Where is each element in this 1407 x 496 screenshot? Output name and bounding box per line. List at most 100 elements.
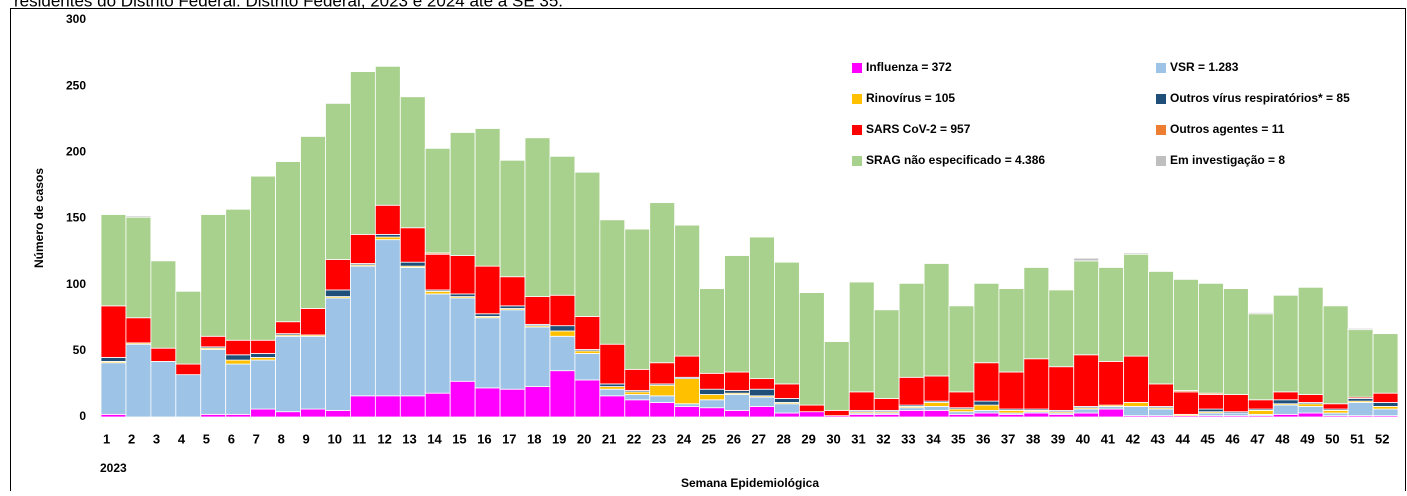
bar-segment: [973, 412, 1000, 418]
bar-segment: [1098, 361, 1125, 406]
x-tick-label: 26: [727, 431, 741, 446]
bar-segment: [350, 395, 376, 418]
bar-segment: [674, 406, 701, 418]
bar-segment: [749, 388, 775, 397]
bar-segment: [699, 388, 725, 395]
bar-segment: [923, 406, 950, 411]
bar-segment: [424, 253, 451, 291]
legend-label: Influenza = 372: [866, 60, 952, 74]
bar-segment: [1322, 305, 1349, 405]
bar-segment: [1272, 294, 1299, 393]
bar-segment: [300, 335, 326, 410]
y-tick-label: 300: [66, 12, 86, 26]
bar-segment: [574, 353, 601, 381]
y-tick-label: 50: [73, 343, 87, 357]
x-tick-label: 11: [352, 431, 366, 446]
x-tick-label: 27: [752, 431, 766, 446]
bar-segment: [649, 362, 676, 385]
x-tick-label: 2: [128, 431, 135, 446]
bar-segment: [1148, 383, 1174, 407]
x-tick-label: 6: [228, 431, 235, 446]
bar-segment: [749, 396, 775, 407]
x-tick-label: 46: [1225, 431, 1239, 446]
bar-segment: [100, 305, 127, 358]
x-tick-label: 48: [1275, 431, 1289, 446]
x-tick-label: 47: [1250, 431, 1264, 446]
bar-segment: [798, 404, 825, 413]
bar-segment: [100, 357, 127, 362]
bar-segment: [225, 363, 252, 415]
x-tick-label: 40: [1076, 431, 1090, 446]
y-tick-label: 250: [66, 78, 86, 92]
bar-segment: [649, 202, 676, 364]
bar-segment: [449, 132, 476, 256]
x-tick-label: 14: [427, 431, 442, 446]
bar-segment: [325, 102, 351, 260]
bar-segment: [200, 335, 227, 348]
bar-segment: [724, 394, 750, 411]
bar-segment: [150, 260, 177, 349]
bar-segment: [549, 294, 576, 327]
y-axis-label: Número de casos: [32, 168, 46, 268]
bar-segment: [275, 161, 301, 323]
bar-segment: [399, 267, 426, 397]
bar-segment: [998, 371, 1025, 410]
bar-segment: [125, 343, 152, 418]
x-tick-label: 20: [577, 431, 591, 446]
bar-segment: [923, 402, 950, 407]
legend-label: Outros agentes = 11: [1170, 122, 1285, 136]
bar-segment: [1023, 412, 1050, 418]
bar-segment: [150, 361, 177, 418]
bar-segment: [250, 339, 276, 354]
bar-segment: [923, 409, 950, 418]
bar-segment: [524, 386, 551, 418]
bar-segment: [449, 255, 476, 295]
bar-segment: [1297, 394, 1324, 403]
legend-swatch: [852, 63, 862, 73]
bar-segment: [1347, 402, 1374, 417]
bar-segment: [225, 354, 252, 361]
bar-segment: [774, 403, 800, 414]
x-tick-label: 39: [1051, 431, 1065, 446]
bar-segment: [200, 349, 227, 415]
bar-segment: [599, 388, 626, 397]
bar-segment: [499, 276, 526, 307]
bar-segment: [549, 155, 576, 296]
bar-segment: [175, 363, 202, 376]
chart-subtitle: residentes do Distrito Federal. Distrito…: [14, 0, 563, 10]
bar-segment: [549, 325, 576, 332]
x-tick-label: 25: [702, 431, 716, 446]
bar-segment: [1123, 355, 1149, 403]
bar-segment: [1073, 408, 1100, 414]
bar-segment: [1347, 327, 1374, 331]
bar-segment: [1173, 278, 1199, 391]
bar-segment: [1223, 394, 1249, 413]
x-tick-label: 44: [1176, 431, 1191, 446]
bar-segment: [848, 281, 875, 393]
bar-segment: [674, 224, 701, 357]
x-tick-label: 19: [552, 431, 566, 446]
bar-segment: [350, 233, 376, 264]
bar-segment: [524, 137, 551, 297]
bar-segment: [1123, 402, 1149, 407]
bar-segment: [300, 136, 326, 309]
legend-label: Outros vírus respiratórios* = 85: [1170, 91, 1350, 105]
bar-segment: [374, 395, 401, 418]
x-tick-label: 16: [477, 431, 491, 446]
bar-segment: [823, 341, 850, 411]
x-tick-label: 10: [327, 431, 341, 446]
y-tick-label: 150: [66, 211, 86, 225]
bar-segment: [250, 408, 276, 418]
bar-segment: [1247, 409, 1274, 415]
x-tick-label: 52: [1375, 431, 1389, 446]
bar-segment: [100, 362, 127, 415]
bar-segment: [1023, 267, 1050, 360]
x-tick-label: 28: [776, 431, 790, 446]
bar-segment: [474, 128, 501, 267]
bar-segment: [1247, 312, 1274, 315]
bar-segment: [275, 321, 301, 335]
bar-segment: [699, 399, 725, 409]
legend-label: VSR = 1.283: [1170, 60, 1239, 74]
bar-segment: [774, 412, 800, 418]
